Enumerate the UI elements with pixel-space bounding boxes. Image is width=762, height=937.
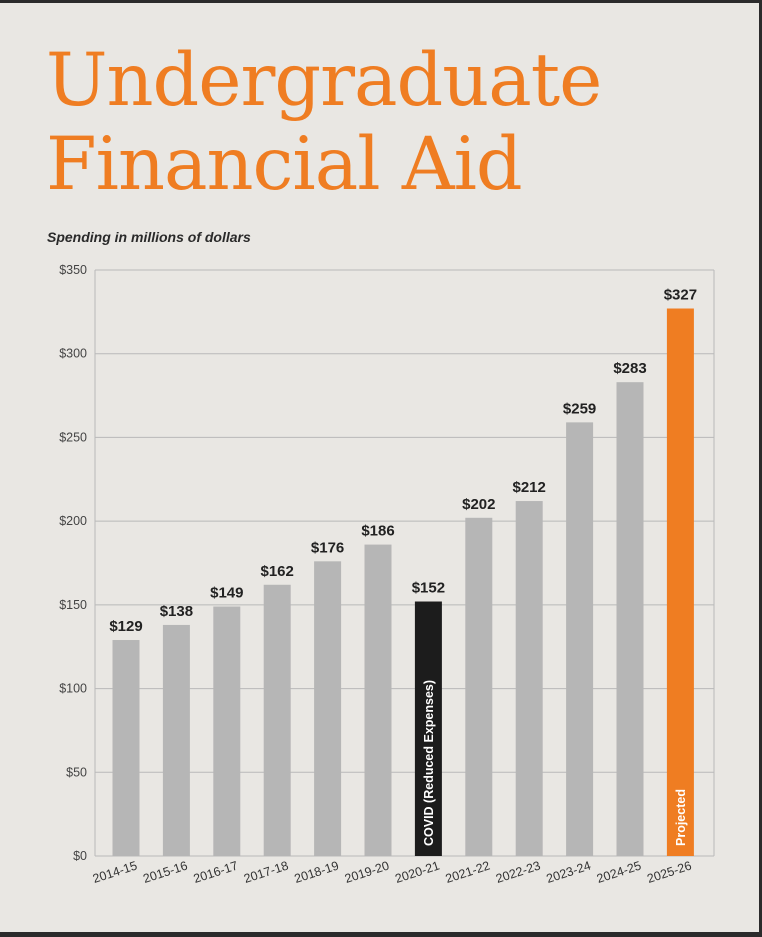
x-tick-label: 2017-18 bbox=[242, 859, 290, 887]
title-line-2: Financial Aid bbox=[46, 122, 523, 207]
y-tick-label: $200 bbox=[59, 514, 87, 528]
value-label: $176 bbox=[311, 539, 344, 556]
x-tick-label: 2015-16 bbox=[141, 859, 189, 887]
title-line-1: Undergraduate bbox=[46, 38, 602, 123]
x-tick-label: 2022-23 bbox=[494, 859, 542, 887]
x-tick-label: 2016-17 bbox=[192, 859, 240, 887]
bar-2023-24 bbox=[566, 422, 594, 856]
bar-2022-23 bbox=[515, 501, 543, 856]
chart-subtitle: Spending in millions of dollars bbox=[47, 229, 251, 245]
value-label: $212 bbox=[513, 479, 546, 496]
y-tick-label: $300 bbox=[59, 347, 87, 361]
y-tick-label: $350 bbox=[59, 263, 87, 277]
bar-2016-17 bbox=[213, 606, 241, 856]
x-tick-label: 2020-21 bbox=[393, 859, 441, 887]
bar-2025-26 bbox=[666, 308, 694, 857]
y-tick-label: $150 bbox=[59, 598, 87, 612]
y-tick-label: $0 bbox=[73, 849, 87, 863]
value-label: $138 bbox=[160, 603, 193, 620]
x-tick-label: 2018-19 bbox=[293, 859, 341, 887]
x-tick-label: 2024-25 bbox=[595, 859, 643, 887]
bar-2014-15 bbox=[112, 640, 140, 856]
y-tick-label: $250 bbox=[59, 430, 87, 444]
value-label: $149 bbox=[210, 585, 243, 602]
value-label: $283 bbox=[613, 360, 646, 377]
bar-2017-18 bbox=[263, 584, 291, 856]
x-tick-label: 2023-24 bbox=[545, 859, 593, 887]
page-title: Undergraduate Financial Aid bbox=[46, 38, 602, 207]
bar-2021-22 bbox=[465, 517, 493, 856]
value-label: $202 bbox=[462, 496, 495, 513]
bar-2018-19 bbox=[314, 561, 342, 856]
value-label: $259 bbox=[563, 400, 596, 417]
bar-2015-16 bbox=[162, 624, 190, 856]
value-label: $327 bbox=[664, 287, 697, 304]
x-tick-label: 2019-20 bbox=[343, 859, 391, 887]
bar-chart: $0 $50 $100 $150 $200 $250 $300 $350 $129 2014-15… bbox=[59, 263, 715, 887]
y-tick-label: $50 bbox=[66, 765, 87, 779]
x-tick-label: 2025-26 bbox=[645, 859, 693, 887]
y-tick-label: $100 bbox=[59, 682, 87, 696]
x-tick-label: 2014-15 bbox=[91, 859, 139, 887]
bar-annotation: Projected bbox=[674, 789, 688, 846]
bar-2020-21 bbox=[414, 601, 442, 856]
value-label: $186 bbox=[361, 523, 394, 540]
bar-annotation: COVID (Reduced Expenses) bbox=[422, 680, 436, 846]
value-label: $152 bbox=[412, 580, 445, 597]
value-label: $162 bbox=[261, 563, 294, 580]
bar-2024-25 bbox=[616, 382, 644, 856]
value-label: $129 bbox=[109, 618, 142, 635]
x-tick-label: 2021-22 bbox=[444, 859, 492, 887]
bar-2019-20 bbox=[364, 544, 392, 856]
